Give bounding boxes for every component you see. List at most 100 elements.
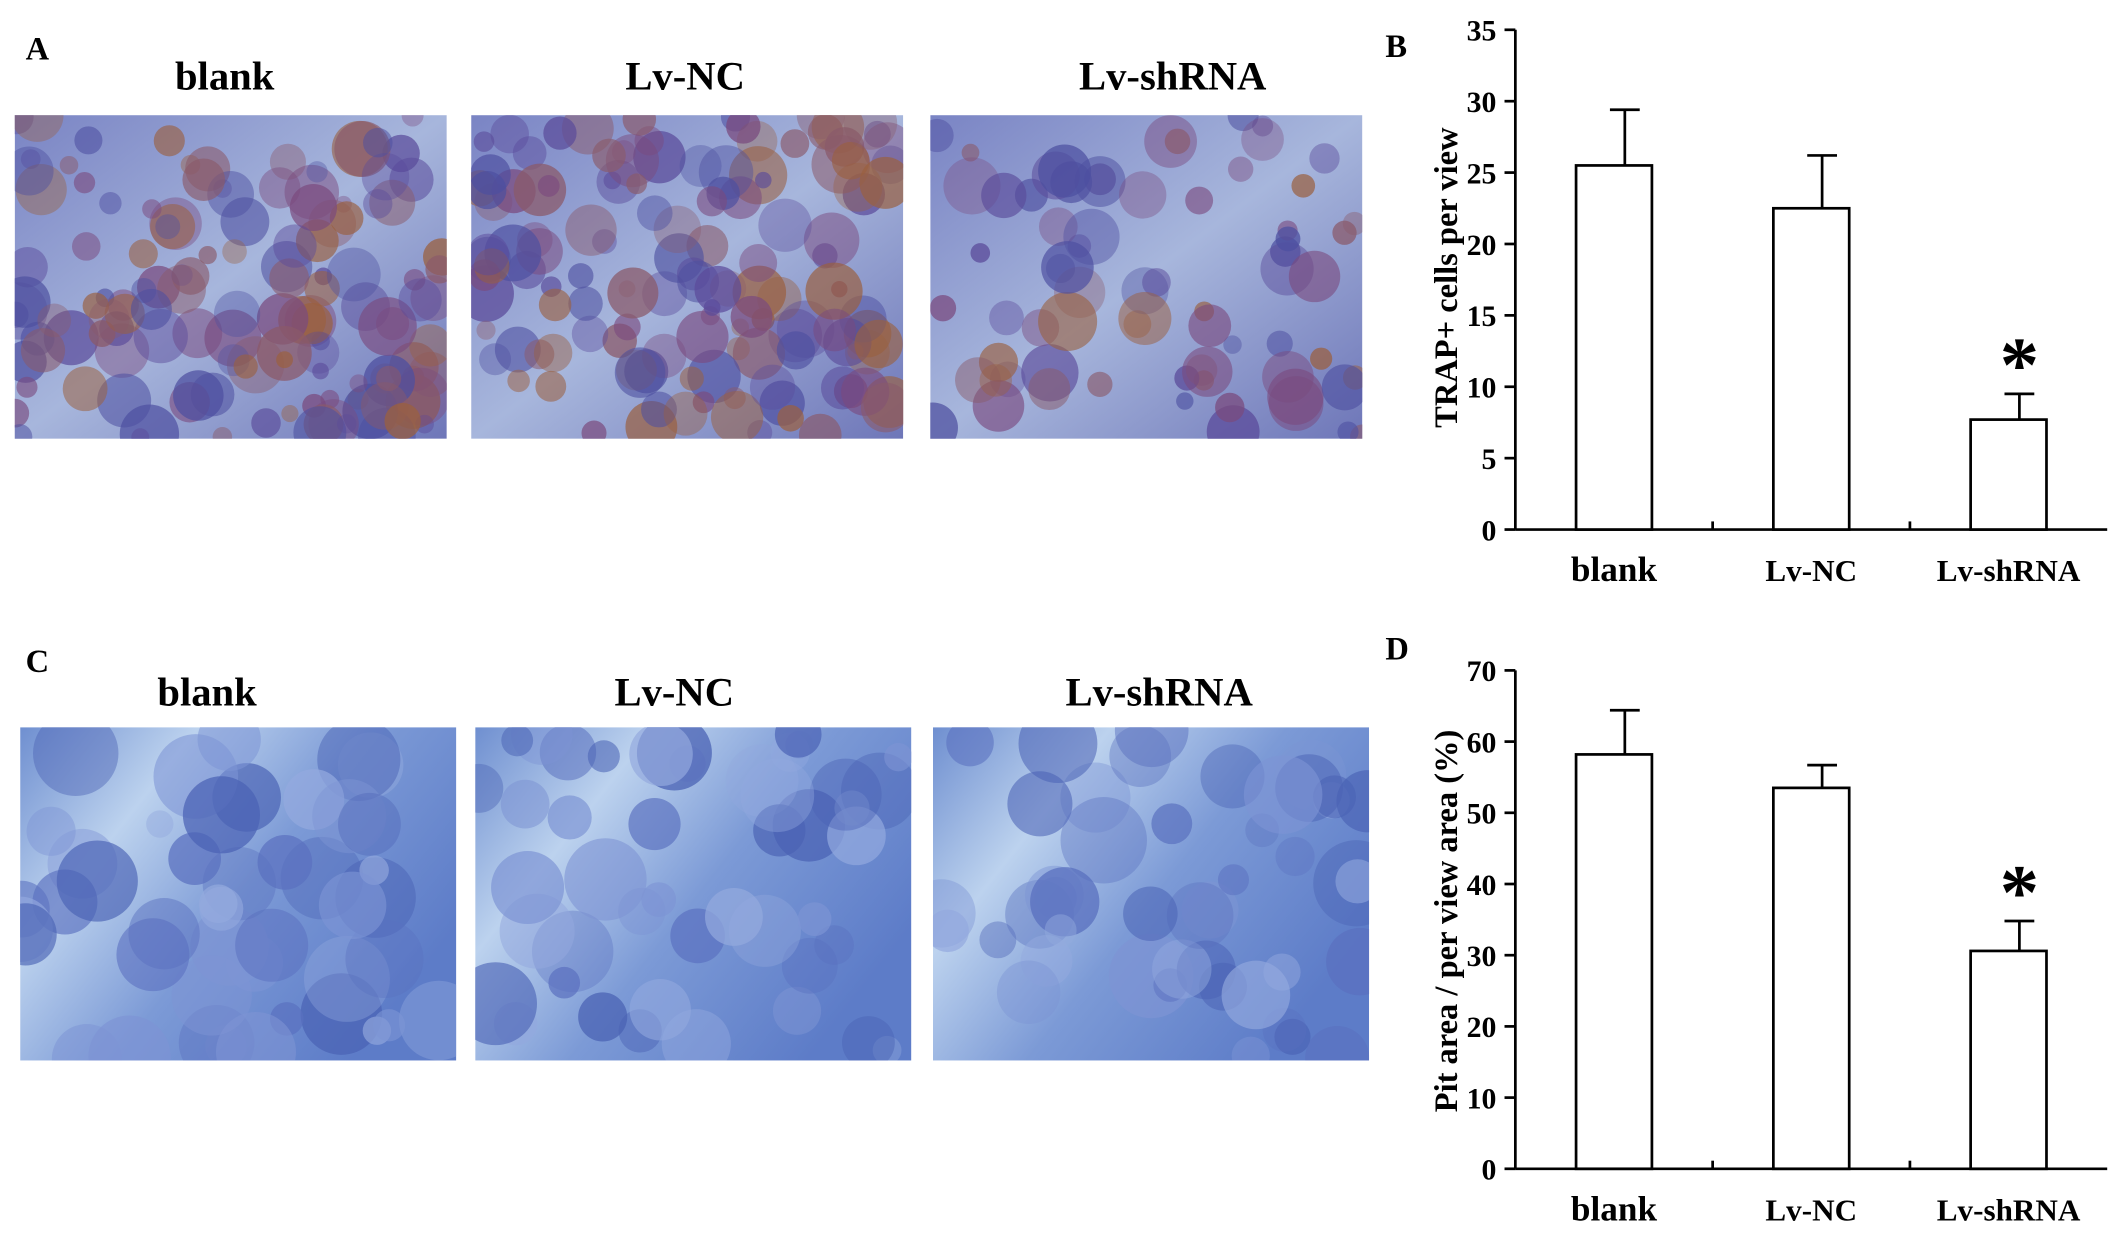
cell [182,776,261,854]
cell [930,294,957,322]
cell [843,115,898,150]
cell [1305,1026,1370,1061]
cell [1151,803,1193,845]
cell [146,810,174,838]
cell [1266,330,1293,357]
cell [56,840,138,922]
cell [88,320,116,347]
cell [361,152,410,201]
micrograph [14,115,447,439]
cell [216,1011,296,1061]
cell [358,297,417,356]
y-tick-label: 5 [1482,443,1497,476]
cell [1109,727,1172,787]
y-tick-label: 20 [1467,1011,1497,1044]
cell [384,402,421,439]
micrograph [932,727,1370,1061]
cell [408,351,447,397]
cell [1274,1018,1311,1055]
cell [803,212,860,269]
cell [537,175,560,197]
cell [777,404,804,432]
cell [1087,371,1113,398]
significance-marker: * [2000,321,2039,408]
cell [88,1015,171,1061]
cell [972,380,1025,432]
image-title: Lv-shRNA [1079,53,1267,98]
cell [758,198,812,252]
cell [471,233,510,276]
cell [306,161,328,183]
cell [1223,335,1242,354]
cell [872,1035,902,1061]
cell [1142,268,1171,297]
cell [1119,171,1167,219]
cell [1310,347,1333,370]
cell [14,424,33,439]
y-tick-label: 30 [1467,940,1497,973]
cell [614,347,666,398]
cell [401,115,424,127]
cell [369,179,416,226]
bar [1969,949,2048,1171]
cell [781,937,838,994]
cell [336,414,357,434]
cell [82,292,109,319]
cell [283,769,345,830]
cell [142,199,162,219]
cell [710,390,764,439]
cell [1267,368,1324,425]
cell [20,903,57,966]
cell [629,727,693,787]
x-tick-label: Lv-shRNA [1937,553,2081,588]
cell [62,366,108,412]
cell [932,909,969,953]
cell [131,428,150,439]
cell [1262,350,1314,403]
cell [1028,368,1071,411]
cell [641,391,677,428]
cell [59,155,79,175]
cell [1038,144,1092,198]
cell [730,295,773,338]
cell [329,201,364,235]
cell [1335,859,1370,904]
cell [398,980,457,1061]
y-tick-label: 10 [1467,1082,1497,1115]
panel-label: D [1385,632,1408,668]
x-tick-label: Lv-NC [1765,553,1857,588]
image-title: Lv-NC [625,53,745,98]
cell [1231,1036,1270,1061]
cell [539,727,597,781]
micrograph [475,727,912,1061]
cell [1221,960,1291,1030]
cell [613,313,641,341]
cell [1275,836,1315,877]
cell [1007,771,1073,837]
significance-marker: * [2000,848,2039,935]
cell [97,373,152,428]
cell [403,269,426,291]
cell [293,406,347,439]
cell [1060,762,1131,833]
cell [725,744,799,818]
cell [14,146,54,196]
cell [1153,968,1187,1002]
micrograph [930,115,1363,439]
y-tick-label: 70 [1467,655,1497,688]
y-tick-label: 35 [1467,15,1497,48]
cell [607,267,659,319]
cell [548,966,581,999]
y-tick-label: 40 [1467,869,1497,902]
cell [568,263,594,289]
cell [20,328,66,373]
cell [269,143,306,180]
cell [182,158,225,202]
cell [1215,392,1245,423]
cell [859,156,904,209]
cell [222,239,247,264]
cell [979,364,1013,397]
cell [698,145,754,200]
cell [814,925,854,965]
cell [257,835,313,890]
